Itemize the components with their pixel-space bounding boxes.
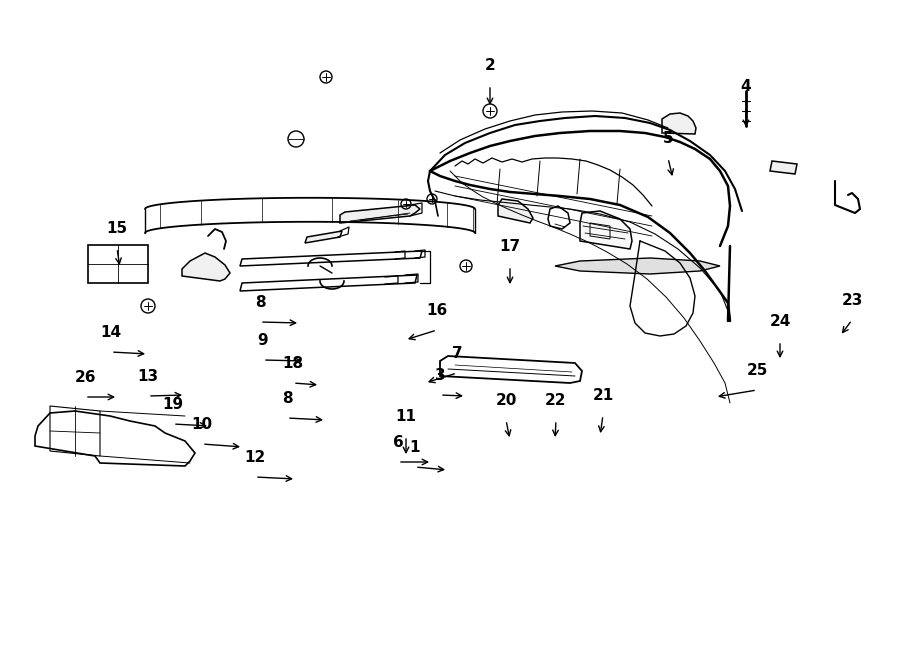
Polygon shape	[182, 253, 230, 281]
Polygon shape	[555, 258, 720, 274]
Text: 10: 10	[192, 417, 212, 432]
Text: 18: 18	[283, 356, 303, 371]
Text: 21: 21	[592, 388, 614, 403]
Polygon shape	[662, 113, 696, 134]
Text: 19: 19	[162, 397, 184, 412]
Text: 17: 17	[500, 239, 520, 254]
Text: 8: 8	[282, 391, 292, 406]
Text: 11: 11	[395, 409, 417, 424]
Text: 26: 26	[74, 370, 95, 385]
Text: 14: 14	[101, 325, 122, 340]
Text: 2: 2	[484, 58, 495, 73]
Polygon shape	[340, 205, 420, 223]
Polygon shape	[770, 161, 797, 174]
Text: 12: 12	[245, 450, 266, 465]
Text: 25: 25	[746, 363, 768, 378]
Text: 5: 5	[662, 131, 673, 146]
Polygon shape	[498, 199, 533, 223]
Polygon shape	[305, 231, 342, 243]
Text: 24: 24	[770, 314, 791, 329]
Text: 1: 1	[410, 440, 420, 455]
Bar	[88, 245, 148, 283]
Text: 4: 4	[741, 79, 751, 94]
Text: 9: 9	[257, 333, 268, 348]
Polygon shape	[580, 211, 632, 249]
Text: 6: 6	[392, 435, 403, 450]
Text: 3: 3	[435, 368, 446, 383]
Text: 7: 7	[452, 346, 463, 361]
Text: 15: 15	[106, 221, 128, 236]
Text: 23: 23	[842, 293, 863, 308]
Text: 20: 20	[495, 393, 517, 408]
Text: 16: 16	[427, 303, 447, 318]
Text: 13: 13	[138, 369, 158, 384]
Text: 8: 8	[255, 295, 266, 310]
Text: 22: 22	[545, 393, 567, 408]
